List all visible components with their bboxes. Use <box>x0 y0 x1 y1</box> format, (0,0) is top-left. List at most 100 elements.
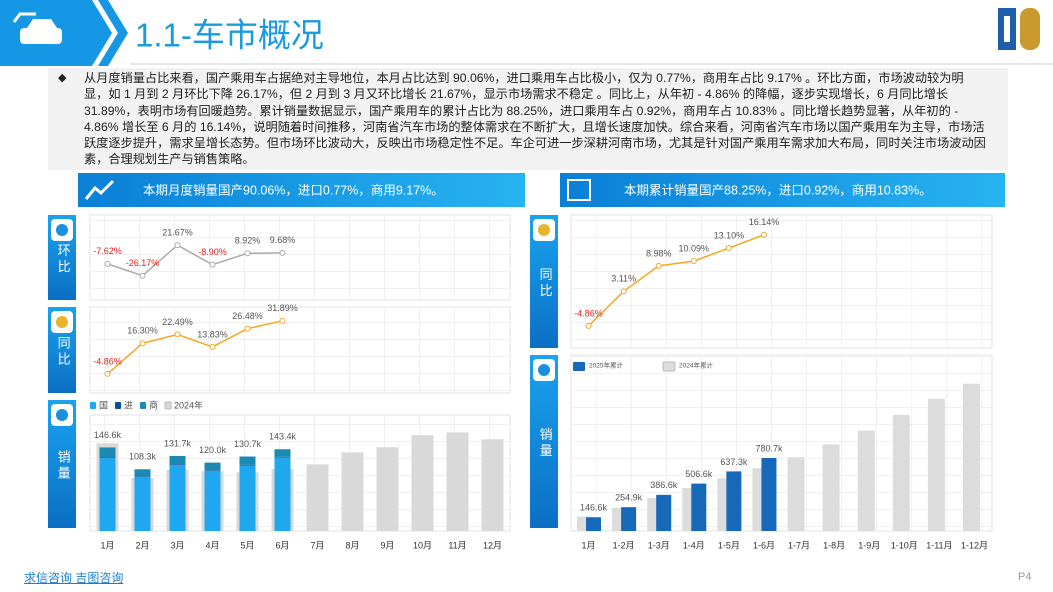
legend-label: 商 <box>149 399 158 410</box>
bar <box>376 447 399 531</box>
bar <box>239 464 256 466</box>
value-label: -4.86% <box>93 356 122 366</box>
banner-text: 本期累计销量国产88.25%，进口0.92%，商用10.83%。 <box>624 182 932 197</box>
legend-label: 国 <box>99 400 108 410</box>
bar <box>446 432 469 531</box>
banner-text: 本期月度销量国产90.06%，进口0.77%，商用9.17%。 <box>143 182 444 197</box>
bar <box>274 457 291 531</box>
header-chevron <box>98 0 128 66</box>
x-tick-label: 1-4月 <box>683 540 705 550</box>
value-label: 16.14% <box>749 217 780 227</box>
side-label: 环比 <box>56 244 71 276</box>
side-icon-dot <box>538 364 550 376</box>
x-tick-label: 2月 <box>135 540 149 550</box>
bar <box>239 456 256 465</box>
legend-swatch <box>573 362 585 371</box>
x-tick-label: 1-11月 <box>926 540 952 550</box>
car-icon <box>12 12 62 44</box>
total-label: 108.3k <box>129 452 157 462</box>
x-tick-label: 9月 <box>380 540 394 550</box>
x-tick-label: 1-12月 <box>961 540 988 550</box>
value-label: 8.98% <box>646 248 672 258</box>
value-label: 31.89% <box>267 303 298 313</box>
value-label: 13.10% <box>714 230 745 240</box>
bar <box>962 383 980 531</box>
point <box>139 272 146 279</box>
x-tick-label: 1-2月 <box>613 540 635 550</box>
bar <box>169 455 186 465</box>
bar <box>99 447 116 457</box>
bar <box>691 483 707 531</box>
page-title: 1.1-车市概况 <box>135 17 324 54</box>
x-tick-label: 1月 <box>100 540 114 550</box>
bar <box>134 476 151 531</box>
bar <box>274 449 291 457</box>
bar <box>274 456 291 458</box>
value-label: -7.62% <box>93 246 122 256</box>
value-label: 386.6k <box>650 480 678 490</box>
legend-swatch <box>90 402 96 409</box>
bar <box>927 398 945 531</box>
total-label: 120.0k <box>199 445 227 455</box>
bar <box>761 457 777 531</box>
point <box>244 250 251 257</box>
x-tick-label: 1-8月 <box>823 540 845 550</box>
point <box>655 262 662 269</box>
source: 求信咨询 吉图咨询 <box>24 571 124 585</box>
legend-label: 进 <box>124 400 133 410</box>
side-icon-dot <box>538 224 550 236</box>
total-label: 146.6k <box>94 430 122 440</box>
plot-area <box>89 306 511 394</box>
plot-area <box>570 214 993 349</box>
legend-swatch <box>164 401 172 410</box>
x-tick-label: 1-5月 <box>718 540 740 550</box>
banner <box>78 173 525 207</box>
bar <box>99 457 116 531</box>
x-tick-label: 1-6月 <box>753 540 775 550</box>
x-tick-label: 1-3月 <box>648 540 670 550</box>
logo <box>998 8 1040 50</box>
bar <box>134 469 151 477</box>
point <box>620 288 627 295</box>
x-tick-label: 5月 <box>240 540 254 550</box>
x-tick-label: 11月 <box>448 540 466 550</box>
side-icon-dot <box>56 224 68 236</box>
point <box>725 245 732 252</box>
x-tick-label: 8月 <box>345 540 359 550</box>
side-label: 销量 <box>538 428 553 460</box>
value-label: -26.17% <box>126 258 160 268</box>
bar <box>169 464 186 465</box>
point <box>104 260 111 267</box>
point <box>174 242 181 249</box>
bar <box>411 435 434 531</box>
summary-text: 从月度销量占比来看，国产乘用车占据绝对主导地位，本月占比达到 90.06%，进口… <box>48 68 1008 170</box>
banner <box>560 173 1005 207</box>
bar <box>204 462 221 471</box>
page-number: P4 <box>1018 571 1032 583</box>
x-tick-label: 10月 <box>413 540 432 550</box>
bar <box>656 494 672 531</box>
value-label: -8.90% <box>198 247 227 257</box>
legend-swatch <box>662 361 676 372</box>
side-icon-dot <box>56 409 68 421</box>
bar <box>621 507 637 531</box>
plot-area <box>89 414 511 532</box>
legend-label: 2024年 <box>174 399 203 410</box>
total-label: 131.7k <box>164 438 192 448</box>
bar <box>586 517 602 531</box>
x-tick-label: 1-7月 <box>788 540 810 550</box>
legend-label: 2024年累计 <box>679 361 713 370</box>
point <box>174 331 181 338</box>
point <box>279 249 286 256</box>
bar <box>857 430 875 531</box>
total-label: 143.4k <box>269 432 297 442</box>
legend-label: 2025年累计 <box>589 361 623 370</box>
legend-swatch <box>140 402 146 409</box>
value-label: 10.09% <box>679 243 710 253</box>
x-tick-label: 6月 <box>275 540 289 550</box>
x-tick-label: 4月 <box>205 540 219 550</box>
bar <box>99 456 116 458</box>
value-label: 3.11% <box>611 274 636 284</box>
x-tick-label: 7月 <box>310 540 324 550</box>
